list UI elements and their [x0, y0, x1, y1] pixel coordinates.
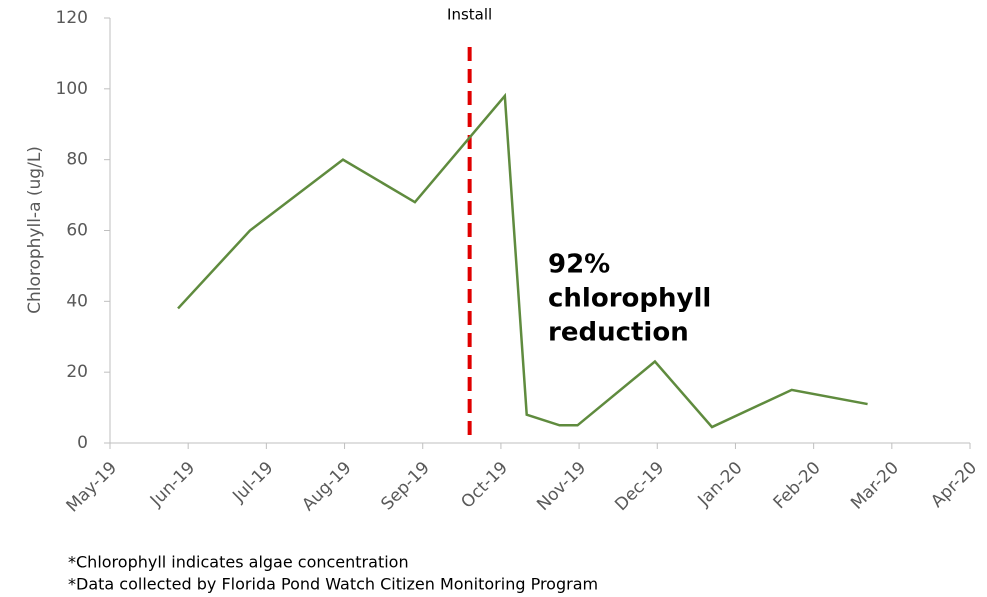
data-line	[177, 92, 868, 429]
x-tick-label: May-19	[63, 458, 121, 516]
y-axis-label: Chlorophyll-a (ug/L)	[25, 146, 45, 314]
annotation: chlorophyll	[548, 284, 711, 314]
y-tick-label: 80	[66, 150, 88, 170]
y-tick-label: 60	[66, 221, 88, 241]
annotation: 92%	[548, 250, 610, 280]
y-tick-label: 120	[56, 8, 88, 28]
x-tick-label: Aug-19	[298, 458, 355, 515]
footnote: *Data collected by Florida Pond Watch Ci…	[68, 575, 598, 594]
x-tick-label: Mar-20	[847, 458, 903, 514]
annotation: reduction	[548, 318, 689, 348]
x-tick-label: Sep-19	[377, 458, 433, 514]
x-tick-label: Feb-20	[770, 458, 825, 513]
x-tick-label: Jan-20	[694, 458, 747, 511]
y-tick-label: 20	[66, 362, 88, 382]
x-tick-label: Jul-19	[228, 458, 277, 507]
y-tick-label: 40	[66, 291, 88, 311]
x-tick-label: Dec-19	[611, 458, 668, 515]
x-tick-label: Apr-20	[927, 458, 981, 512]
y-tick-label: 0	[77, 433, 88, 453]
x-tick-label: Jun-19	[146, 458, 199, 511]
x-tick-label: Nov-19	[533, 458, 590, 515]
footnote: *Chlorophyll indicates algae concentrati…	[68, 553, 409, 572]
install-label: Install	[447, 6, 492, 24]
y-tick-label: 100	[56, 79, 88, 99]
x-tick-label: Oct-19	[457, 458, 512, 513]
